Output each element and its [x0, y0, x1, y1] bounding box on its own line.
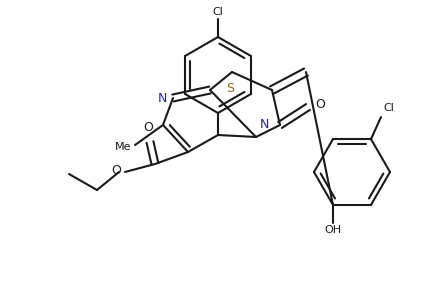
Text: O: O: [315, 98, 325, 110]
Text: Cl: Cl: [383, 103, 394, 113]
Text: O: O: [143, 121, 153, 134]
Text: N: N: [260, 118, 269, 131]
Text: N: N: [158, 92, 167, 106]
Text: Me: Me: [115, 142, 131, 152]
Text: S: S: [226, 82, 234, 95]
Text: O: O: [111, 164, 121, 176]
Text: Cl: Cl: [213, 7, 224, 17]
Text: OH: OH: [325, 225, 342, 235]
